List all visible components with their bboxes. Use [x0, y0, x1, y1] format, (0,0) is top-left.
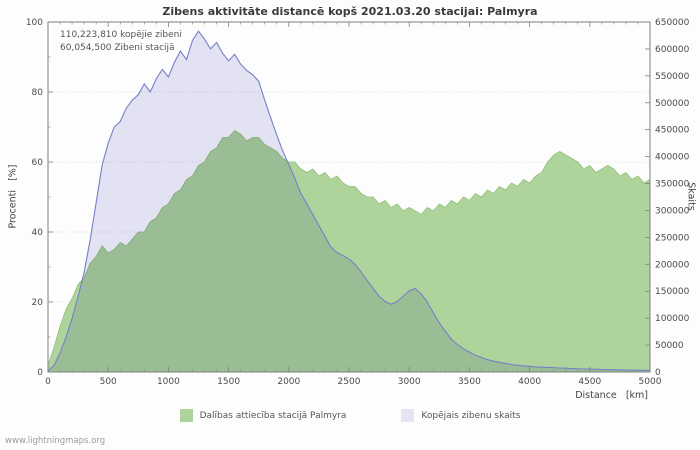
watermark-link: www.lightningmaps.org	[5, 436, 106, 446]
y-right-tick-label: 350000	[655, 180, 690, 190]
y-right-tick-label: 200000	[655, 260, 690, 270]
y-right-tick-label: 0	[655, 368, 661, 378]
x-tick-label: 0	[45, 377, 51, 387]
legend-label-total-count: Kopējais zibenu skaits	[421, 410, 521, 421]
x-tick-label: 500	[100, 377, 117, 387]
series-line-1	[47, 30, 651, 372]
legend: Dalības attiecība stacijā Palmyra Kopēja…	[0, 409, 700, 422]
y-axis-label-left: Procenti [%]	[7, 164, 19, 229]
legend-swatch-green	[179, 409, 193, 422]
x-tick-label: 3500	[458, 377, 481, 387]
y-left-tick-label: 20	[32, 298, 44, 308]
x-tick-label: 1500	[217, 377, 240, 387]
y-right-tick-label: 650000	[655, 18, 690, 28]
y-left-tick-label: 80	[32, 88, 44, 98]
y-right-tick-label: 600000	[655, 45, 690, 55]
y-right-tick-label: 550000	[655, 72, 690, 82]
series-area-1	[48, 31, 650, 372]
x-tick-label: 2500	[338, 377, 361, 387]
x-tick-label: 2000	[277, 377, 300, 387]
y-left-tick-label: 60	[32, 158, 44, 168]
y-right-tick-label: 400000	[655, 153, 690, 163]
y-left-tick-label: 0	[37, 368, 43, 378]
y-left-tick-label: 40	[32, 228, 44, 238]
x-tick-label: 4500	[578, 377, 601, 387]
x-tick-label: 1000	[157, 377, 180, 387]
y-axis-label-right: Skaits	[685, 182, 697, 211]
annotation-station-lightning: 60,054,500 Zibeni stacijā	[60, 43, 175, 53]
x-tick-label: 4000	[518, 377, 541, 387]
y-right-tick-label: 500000	[655, 99, 690, 109]
annotation-total-lightning: 110,223,810 kopējie zibeni	[60, 30, 182, 40]
x-tick-label: 3000	[398, 377, 421, 387]
legend-item-total-count: Kopējais zibenu skaits	[401, 409, 520, 422]
legend-swatch-lavender	[401, 409, 415, 422]
x-tick-label: 5000	[639, 377, 662, 387]
legend-label-station-ratio: Dalības attiecība stacijā Palmyra	[199, 410, 347, 421]
y-left-tick-label: 100	[26, 18, 43, 28]
y-right-tick-label: 450000	[655, 126, 690, 136]
y-right-tick-label: 300000	[655, 206, 690, 216]
x-axis-label: Distance [km]	[575, 390, 648, 401]
y-right-tick-label: 250000	[655, 233, 690, 243]
y-right-tick-label: 100000	[655, 314, 690, 324]
y-right-tick-label: 150000	[655, 287, 690, 297]
legend-item-station-ratio: Dalības attiecība stacijā Palmyra	[179, 409, 347, 422]
y-right-tick-label: 50000	[655, 341, 684, 351]
chart-title: Zibens aktivitāte distancē kopš 2021.03.…	[162, 5, 538, 18]
